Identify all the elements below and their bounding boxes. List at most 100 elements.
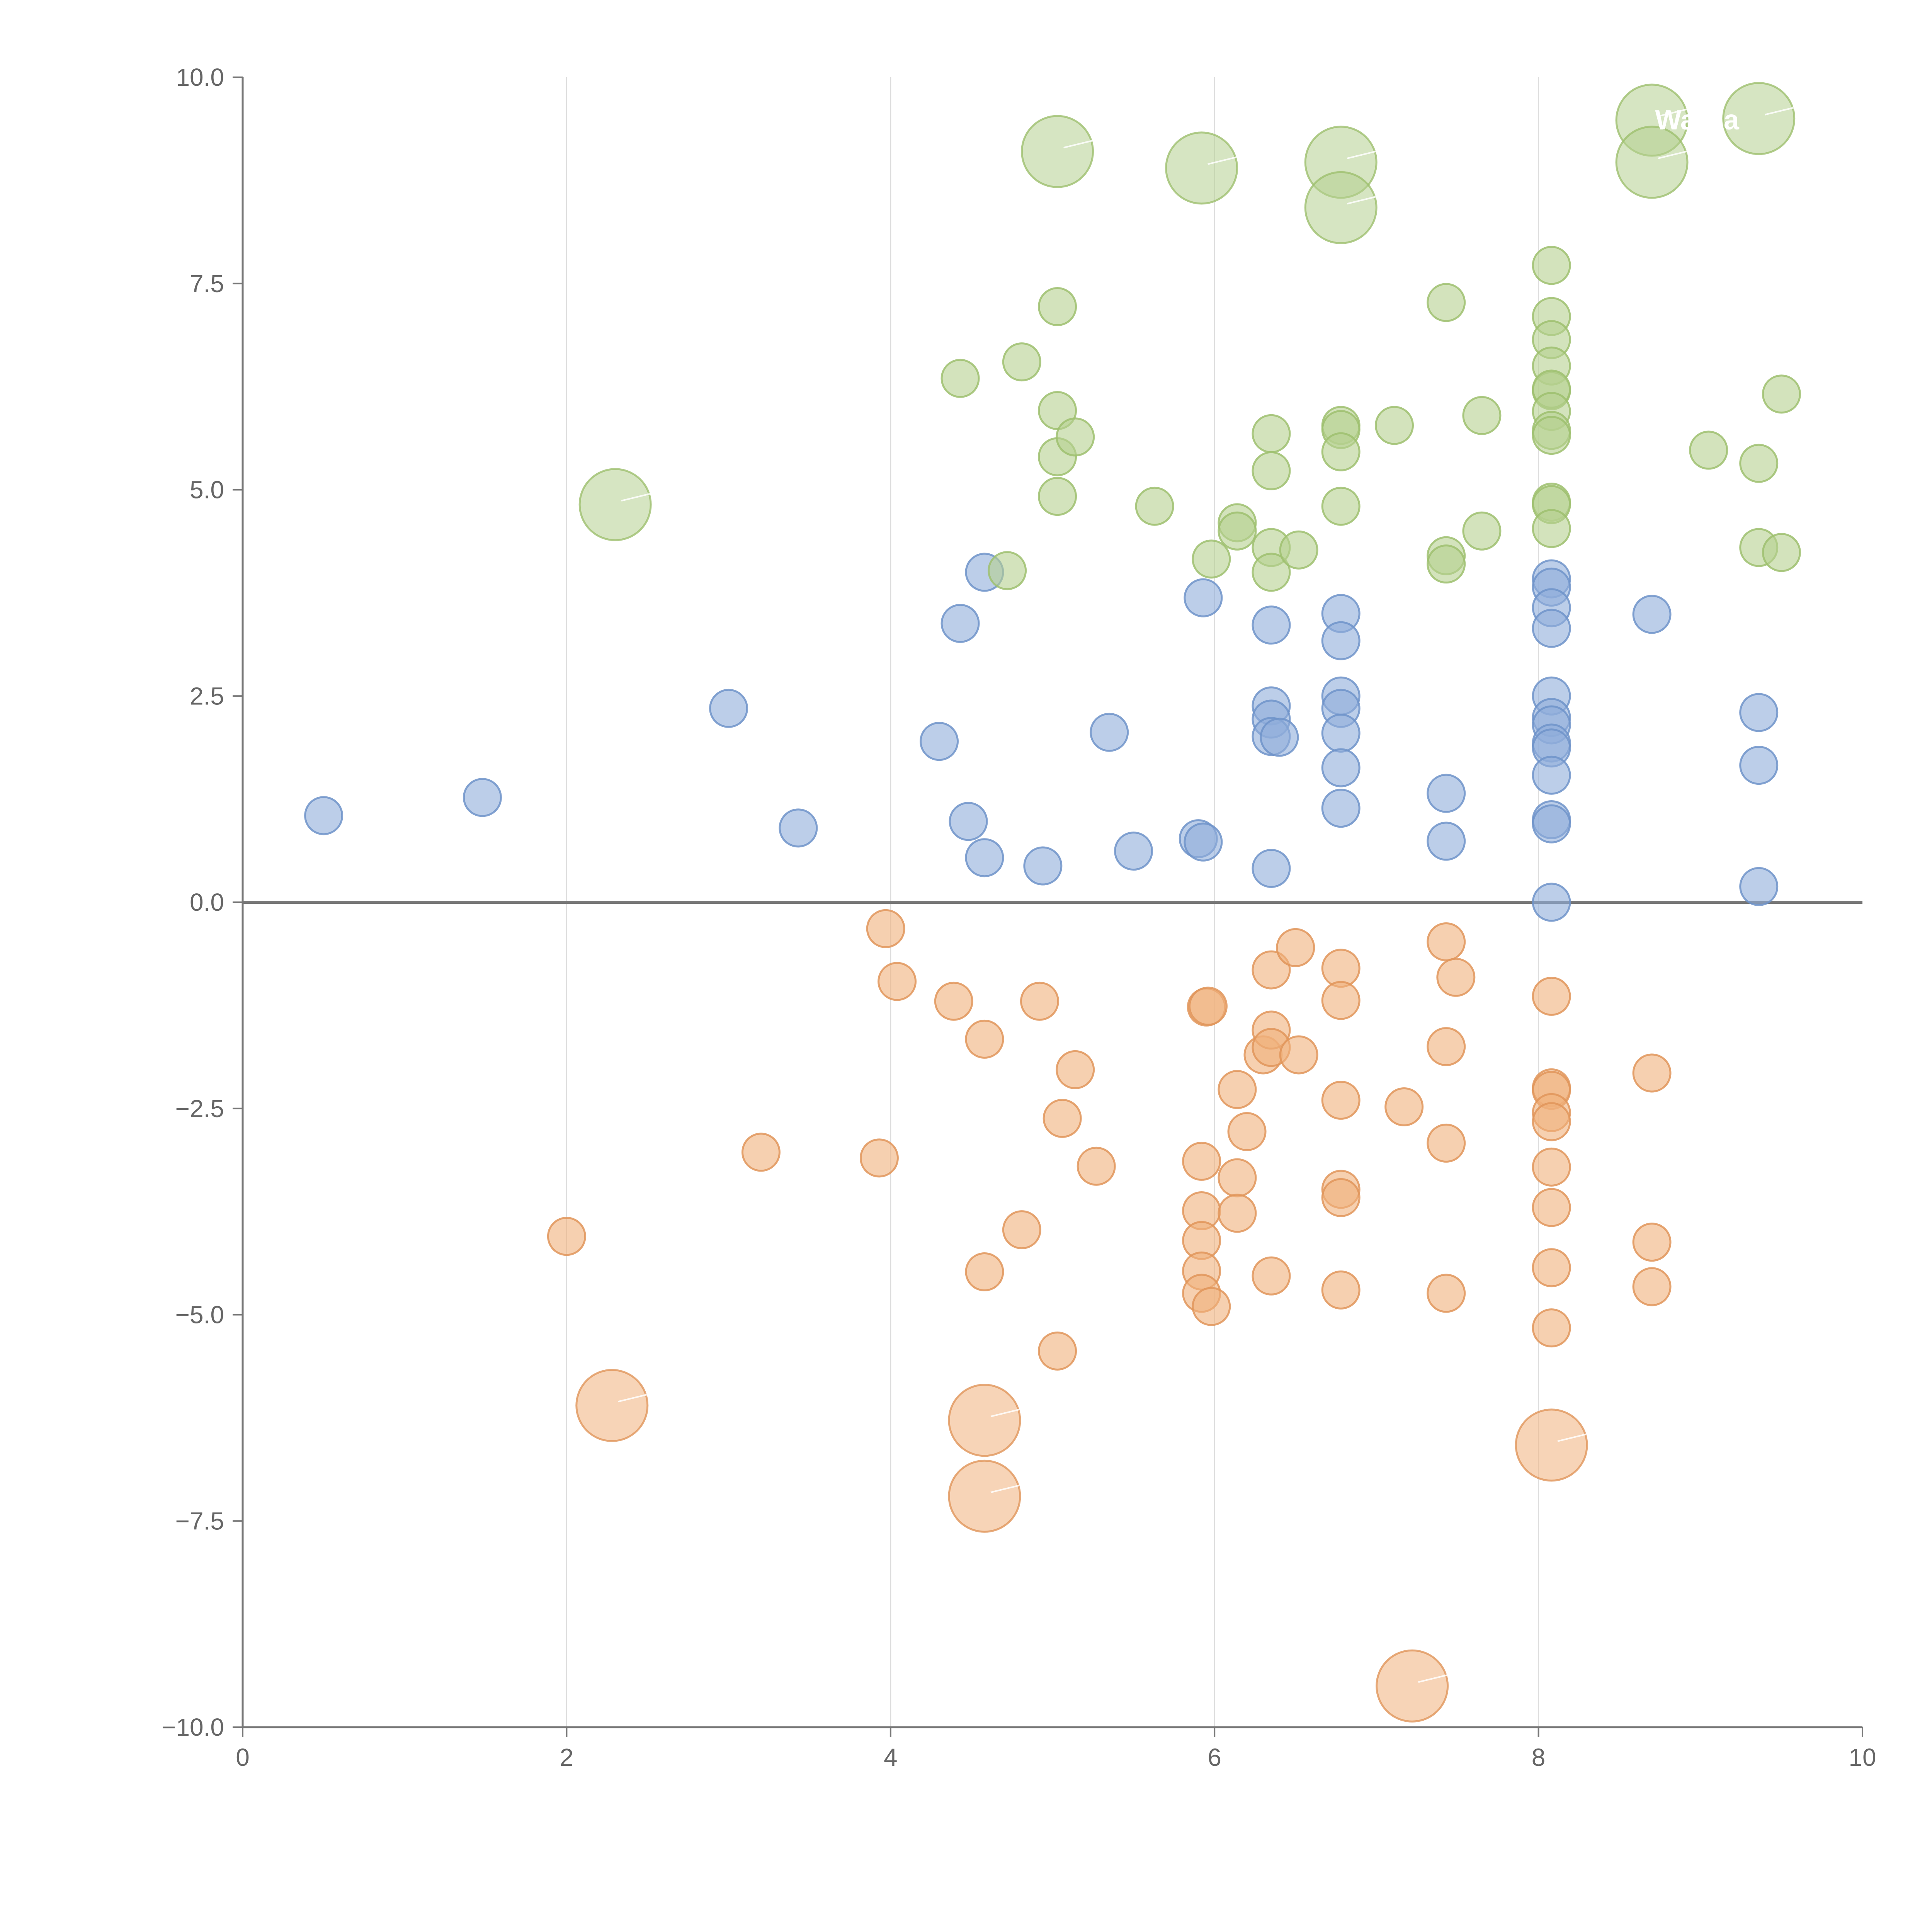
x-tick-label: 2 <box>560 1743 574 1771</box>
large-point-green <box>1722 82 1796 155</box>
scatter-point-green <box>1532 755 1571 795</box>
scatter-point-green <box>1427 821 1466 861</box>
y-tick-label: −7.5 <box>175 1507 224 1535</box>
scatter-point-orange <box>1321 981 1361 1020</box>
leader-line <box>1658 150 1687 159</box>
scatter-point-orange <box>1218 1194 1257 1233</box>
scatter-point-green <box>1427 774 1466 813</box>
large-point-green <box>1165 131 1238 205</box>
scatter-point-orange <box>1279 1035 1318 1075</box>
scatter-point-lime <box>1038 287 1077 327</box>
scatter-point-lime <box>1762 533 1801 572</box>
leader-line <box>990 1408 1020 1417</box>
leader-line <box>990 1485 1020 1493</box>
scatter-point-orange <box>1252 1256 1291 1296</box>
scatter-point-orange <box>1436 957 1476 997</box>
scatter-point-orange <box>1427 1274 1466 1313</box>
x-tick-label: 6 <box>1208 1743 1221 1771</box>
scatter-point-orange <box>1043 1099 1082 1138</box>
scatter-point-orange <box>1276 928 1315 967</box>
scatter-point-orange <box>1532 1188 1571 1227</box>
scatter-point-green <box>1532 804 1571 844</box>
large-point-green <box>1304 171 1378 244</box>
scatter-point-lime <box>1279 530 1318 570</box>
scatter-point-green <box>1321 713 1361 753</box>
scatter-point-lime <box>1762 374 1801 414</box>
x-tick-label: 10 <box>1849 1743 1876 1771</box>
scatter-point-orange <box>1632 1053 1672 1093</box>
scatter-point-lime <box>1056 417 1095 457</box>
scatter-point-lime <box>1532 246 1571 285</box>
scatter-point-orange <box>1002 1210 1041 1250</box>
scatter-point-lime <box>1252 553 1291 592</box>
scatter-point-green <box>1184 578 1223 617</box>
large-point-green <box>1021 115 1094 188</box>
y-tick-label: 7.5 <box>190 270 224 298</box>
scatter-point-orange <box>1384 1087 1424 1126</box>
scatter-point-orange <box>1038 1331 1077 1371</box>
large-point-green <box>578 468 652 541</box>
scatter-point-orange <box>1077 1146 1116 1186</box>
scatter-point-orange <box>965 1252 1004 1291</box>
scatter-point-lime <box>1375 406 1414 445</box>
scatter-point-orange <box>1192 1287 1231 1326</box>
scatter-point-lime <box>1321 486 1361 526</box>
scatter-point-orange <box>1252 950 1291 990</box>
large-point-orange <box>1376 1649 1449 1723</box>
scatter-point-green <box>920 722 959 761</box>
scatter-point-orange <box>1632 1267 1672 1306</box>
scatter-point-orange <box>1427 1027 1466 1066</box>
scatter-point-lime <box>1532 416 1571 455</box>
scatter-point-green <box>1739 693 1779 732</box>
scatter-point-green <box>1252 849 1291 888</box>
leader-line <box>1658 109 1687 117</box>
scatter-point-orange <box>741 1133 781 1172</box>
scatter-point-orange <box>1182 1141 1221 1181</box>
large-point-green <box>1615 126 1689 199</box>
scatter-point-green <box>1252 605 1291 645</box>
scatter-point-orange <box>1321 1178 1361 1217</box>
leader-line <box>1347 150 1376 159</box>
scatter-point-lime <box>988 551 1027 590</box>
scatter-point-green <box>1114 832 1153 871</box>
scatter-point-green <box>1260 718 1299 757</box>
scatter-point-green <box>709 689 748 728</box>
scatter-point-green <box>1321 748 1361 787</box>
scatter-point-green <box>940 604 980 643</box>
scatter-point-green <box>304 796 344 835</box>
leader-line <box>1063 140 1093 149</box>
scatter-point-green <box>965 838 1004 878</box>
scatter-point-lime <box>1739 444 1779 483</box>
leader-line <box>1208 156 1237 165</box>
scatter-point-orange <box>1427 922 1466 961</box>
scatter-point-lime <box>1192 539 1231 579</box>
x-tick-label: 0 <box>236 1743 250 1771</box>
scatter-point-orange <box>1188 986 1228 1026</box>
scatter-point-lime <box>1321 432 1361 471</box>
scatter-point-green <box>1739 867 1779 906</box>
scatter-point-orange <box>1218 1158 1257 1197</box>
scatter-point-orange <box>1532 1308 1571 1348</box>
scatter-point-green <box>1632 595 1672 634</box>
scatter-point-lime <box>1427 283 1466 322</box>
y-tick-label: 0.0 <box>190 888 224 916</box>
y-tick-label: 2.5 <box>190 682 224 710</box>
scatter-point-orange <box>878 962 917 1001</box>
large-point-orange <box>575 1369 649 1442</box>
scatter-point-orange <box>1632 1223 1672 1262</box>
scatter-point-green <box>1532 883 1571 922</box>
y-tick-label: −2.5 <box>175 1095 224 1122</box>
scatter-point-orange <box>1056 1050 1095 1089</box>
leader-line <box>1765 107 1794 116</box>
scatter-point-lime <box>1427 544 1466 584</box>
scatter-point-orange <box>866 909 905 948</box>
scatter-point-green <box>1023 846 1063 886</box>
axis-layer: 0 2 4 6 8 10 −10.0 −7.5 −5.0 −2.5 0.0 2.5 5.0 7.5 10.0 <box>162 63 1876 1771</box>
scatter-point-orange <box>1020 981 1059 1021</box>
scatter-point-lime <box>1038 477 1077 516</box>
x-tick-label: 4 <box>884 1743 898 1771</box>
label-layer: Wa.Ha <box>1655 105 1739 136</box>
scatter-point-green <box>1532 609 1571 648</box>
scatter-point-orange <box>859 1138 899 1178</box>
scatter-point-orange <box>1532 976 1571 1016</box>
